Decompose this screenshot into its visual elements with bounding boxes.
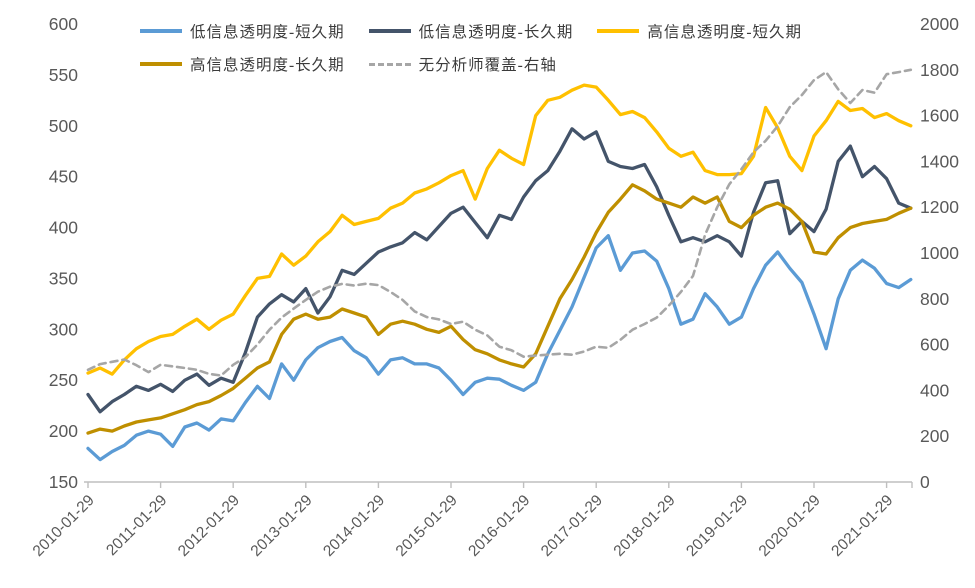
x-tick-label: 2020-01-29 (756, 492, 824, 560)
series-line-高信息透明度-长久期 (86, 183, 913, 435)
x-tick-label: 2014-01-29 (320, 492, 388, 560)
x-tick-label: 2019-01-29 (683, 492, 751, 560)
x-tick-label: 2021-01-29 (828, 492, 896, 560)
right-axis-tick-label: 1600 (920, 106, 959, 126)
legend-line-marker (597, 29, 640, 33)
legend-label: 低信息透明度-长久期 (418, 24, 574, 41)
right-axis-tick-label: 1800 (920, 60, 959, 80)
right-axis-tick-label: 1200 (920, 197, 959, 217)
right-axis-tick-label: 600 (920, 335, 949, 355)
legend-item: 高信息透明度-短久期 (597, 20, 802, 42)
left-axis-tick-label: 200 (49, 421, 78, 441)
left-axis-tick-label: 500 (49, 116, 78, 136)
left-axis-tick-label: 300 (49, 319, 78, 339)
right-axis-tick-label: 2000 (920, 14, 959, 34)
series-line-无分析师覆盖-右轴 (86, 68, 913, 377)
x-tick-label: 2012-01-29 (175, 492, 243, 560)
legend-line-marker (368, 62, 411, 66)
legend-item: 低信息透明度-短久期 (140, 20, 345, 42)
right-axis-tick-label: 1000 (920, 243, 959, 263)
left-axis-tick-label: 250 (49, 370, 78, 390)
x-tick-label: 2010-01-29 (30, 492, 98, 560)
left-axis-tick-label: 450 (49, 167, 78, 187)
left-axis-tick-label: 550 (49, 65, 78, 85)
legend-line-marker (140, 62, 182, 66)
chart-legend: 低信息透明度-短久期 低信息透明度-长久期 高信息透明度-短久期高信息透明度-长久期… (140, 20, 840, 75)
left-axis-tick-label: 150 (49, 472, 78, 492)
series-line-高信息透明度-短久期 (86, 83, 913, 376)
left-axis-tick-label: 600 (49, 14, 78, 34)
x-tick-label: 2018-01-29 (611, 492, 679, 560)
legend-row: 高信息透明度-长久期 无分析师覆盖-右轴 (140, 53, 840, 75)
series-line-低信息透明度-短久期 (86, 234, 913, 462)
legend-label: 低信息透明度-短久期 (190, 24, 345, 41)
left-axis-tick-label: 400 (49, 218, 78, 238)
x-tick-label: 2011-01-29 (103, 492, 170, 559)
legend-label: 无分析师覆盖-右轴 (418, 57, 557, 74)
legend-item: 无分析师覆盖-右轴 (368, 53, 557, 75)
legend-row: 低信息透明度-短久期 低信息透明度-长久期 高信息透明度-短久期 (140, 20, 840, 42)
right-axis-tick-label: 800 (920, 289, 949, 309)
legend-item: 低信息透明度-长久期 (368, 20, 574, 42)
left-axis-tick-label: 350 (49, 268, 78, 288)
legend-label: 高信息透明度-短久期 (647, 24, 803, 41)
right-axis-tick-label: 400 (920, 380, 949, 400)
legend-item: 高信息透明度-长久期 (140, 53, 345, 75)
legend-line-marker (140, 29, 182, 33)
right-axis-tick-label: 1400 (920, 151, 959, 171)
legend-line-marker (368, 29, 411, 33)
series-line-低信息透明度-长久期 (86, 127, 913, 414)
x-tick-label: 2015-01-29 (393, 492, 461, 560)
x-tick-label: 2013-01-29 (248, 492, 316, 560)
right-axis-tick-label: 200 (920, 426, 949, 446)
x-tick-label: 2017-01-29 (538, 492, 606, 560)
right-axis-tick-label: 0 (920, 472, 930, 492)
legend-label: 高信息透明度-长久期 (190, 57, 345, 74)
x-tick-label: 2016-01-29 (465, 492, 533, 560)
